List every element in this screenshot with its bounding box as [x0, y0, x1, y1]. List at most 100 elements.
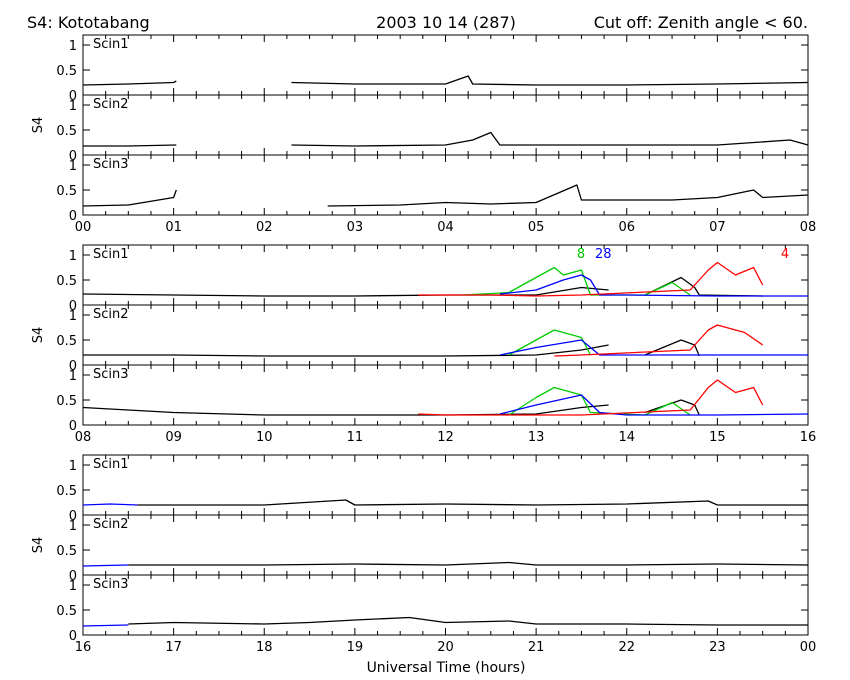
panel-label: Scin2	[93, 97, 129, 112]
x-tick-label: 12	[437, 430, 454, 445]
y-tick-label: 0.5	[56, 184, 77, 199]
panel-label: Scin3	[93, 577, 129, 592]
x-axis-label: Universal Time (hours)	[367, 660, 526, 676]
s4-series-line	[128, 561, 809, 566]
panel-label: Scin1	[93, 37, 129, 52]
s4-series-line	[644, 339, 700, 357]
panel-frame	[82, 514, 809, 576]
panel-frame	[82, 364, 809, 426]
x-tick-label: 07	[709, 220, 726, 235]
s4-series-line	[291, 131, 809, 147]
y-tick-label: 1	[69, 519, 77, 534]
x-tick-label: 09	[165, 430, 182, 445]
s4-series-line	[82, 80, 177, 86]
station-title: S4: Kototabang	[27, 13, 150, 32]
x-tick-label: 14	[618, 430, 635, 445]
panel-label: Scin2	[93, 517, 129, 532]
x-tick-label: 05	[528, 220, 545, 235]
y-tick-label: 1	[69, 309, 77, 324]
y-tick-label: 0.5	[56, 124, 77, 139]
y-tick-label: 0.5	[56, 394, 77, 409]
s4-series-line	[82, 624, 129, 627]
x-tick-label: 04	[437, 220, 454, 235]
panel-frame	[82, 154, 809, 216]
y-tick-label: 0	[69, 299, 77, 314]
y-tick-label: 1	[69, 159, 77, 174]
s4-series-line	[83, 344, 609, 357]
panel-frame	[82, 454, 809, 516]
panel-label: Scin1	[93, 457, 129, 472]
y-tick-label: 0.5	[56, 334, 77, 349]
x-tick-label: 15	[709, 430, 726, 445]
x-tick-label: 10	[256, 430, 273, 445]
y-tick-label: 0	[69, 209, 77, 224]
y-tick-label: 0.5	[56, 274, 77, 289]
s4-series-line	[82, 404, 609, 416]
x-tick-label: 20	[437, 640, 454, 655]
x-tick-label: 17	[165, 640, 182, 655]
y-tick-label: 0	[69, 509, 77, 524]
y-tick-label: 1	[69, 249, 77, 264]
y-tick-label: 0	[69, 149, 77, 164]
cutoff-title: Cut off: Zenith angle < 60.	[594, 13, 808, 32]
s4-series-line	[463, 266, 691, 296]
y-tick-label: 0.5	[56, 484, 77, 499]
y-tick-label: 0	[69, 569, 77, 584]
x-tick-label: 16	[800, 430, 817, 445]
x-tick-label: 23	[709, 640, 726, 655]
y-tick-label: 0.5	[56, 64, 77, 79]
panel-frame	[82, 94, 809, 156]
s4-series-line	[499, 339, 808, 356]
s4-series-line	[291, 75, 809, 86]
x-tick-label: 08	[800, 220, 817, 235]
x-tick-label: 08	[75, 430, 92, 445]
y-tick-label: 0	[69, 89, 77, 104]
y-axis-label: S4	[31, 327, 46, 344]
x-tick-label: 01	[165, 220, 182, 235]
panel-label: Scin3	[93, 367, 129, 382]
y-tick-label: 0.5	[56, 544, 77, 559]
y-tick-label: 1	[69, 459, 77, 474]
header-svg: S4: Kototabang 2003 10 14 (287) Cut off:…	[27, 13, 808, 32]
date-title: 2003 10 14 (287)	[376, 13, 516, 32]
y-tick-label: 0.5	[56, 604, 77, 619]
y-axis-label: S4	[31, 117, 46, 134]
s4-series-line	[137, 499, 808, 506]
s4-series-line	[508, 386, 691, 416]
s4-series-line	[82, 503, 138, 506]
x-tick-label: 19	[347, 640, 364, 655]
s4-series-line	[128, 616, 808, 626]
x-tick-label: 11	[347, 430, 364, 445]
s4-series-line	[554, 324, 764, 357]
s4-series-line	[499, 274, 808, 297]
x-tick-label: 06	[618, 220, 635, 235]
x-tick-label: 00	[800, 640, 817, 655]
x-tick-label: 21	[528, 640, 545, 655]
s4-series-line	[418, 261, 764, 297]
y-tick-label: 0	[69, 419, 77, 434]
s4-series-line	[82, 564, 129, 567]
s4-series-line	[499, 394, 809, 416]
y-tick-label: 0	[69, 629, 77, 644]
prn-label: 28	[595, 247, 612, 262]
prn-label: 4	[781, 247, 789, 262]
s4-series-line	[82, 189, 177, 207]
panel-frame	[82, 34, 809, 96]
panel-label: Scin2	[93, 307, 129, 322]
y-tick-label: 1	[69, 39, 77, 54]
y-tick-label: 1	[69, 369, 77, 384]
x-tick-label: 13	[528, 430, 545, 445]
panel-label: Scin3	[93, 157, 129, 172]
x-tick-label: 18	[256, 640, 273, 655]
x-tick-label: 00	[75, 220, 92, 235]
panel-label: Scin1	[93, 247, 129, 262]
s4-series-line	[82, 286, 609, 297]
s4-series-line	[418, 379, 764, 416]
x-tick-label: 16	[75, 640, 92, 655]
x-tick-label: 02	[256, 220, 273, 235]
